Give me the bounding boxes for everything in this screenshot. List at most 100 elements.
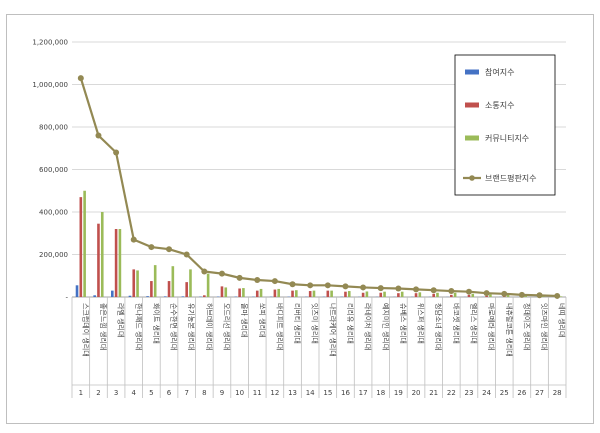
category-number: 2 [96, 389, 100, 397]
line-point [360, 284, 367, 291]
bar [330, 290, 333, 297]
line-point [289, 281, 296, 288]
legend-label: 커뮤니티지수 [485, 133, 529, 143]
bar [291, 290, 294, 297]
bar [361, 292, 365, 297]
bar [224, 287, 228, 297]
bar [163, 296, 167, 297]
legend-box [454, 54, 556, 196]
line-point [448, 288, 455, 295]
line-point [501, 290, 508, 297]
bar [128, 295, 132, 297]
x-tick-label: 올마 생리대 [240, 303, 249, 337]
category-number: 23 [465, 389, 474, 397]
legend-swatch-marker [469, 175, 475, 181]
category-number: 19 [394, 389, 403, 397]
legend-swatch [465, 69, 479, 75]
y-tick-label: 1,200,000 [32, 39, 68, 47]
bar [118, 229, 122, 297]
bar [453, 292, 457, 297]
series-line [79, 77, 558, 298]
category-number: 6 [167, 389, 172, 397]
category-number: 22 [447, 389, 456, 397]
bar [485, 295, 488, 297]
bar [75, 285, 79, 297]
line-point [183, 251, 190, 258]
bar [79, 197, 83, 297]
category-number: 18 [376, 389, 385, 397]
bar [277, 288, 280, 297]
category-number: 7 [184, 389, 188, 397]
line-point [342, 283, 349, 290]
line-point [483, 290, 490, 297]
line-point [554, 292, 561, 299]
bar [365, 291, 369, 297]
bar [132, 269, 136, 297]
bar [524, 295, 527, 297]
line-point [148, 244, 155, 251]
bar [418, 292, 422, 297]
x-tick-label: 청데이즈 생리대 [522, 303, 531, 350]
bar [467, 294, 471, 297]
bar [111, 290, 114, 297]
category-number: 5 [149, 389, 153, 397]
bar [220, 286, 224, 297]
bar [312, 290, 316, 297]
x-tick-label: 엘리스 생리대 [469, 303, 478, 344]
line-point [395, 285, 402, 292]
bar [181, 296, 185, 297]
y-tick-label: 200,000 [39, 251, 68, 259]
line-point [95, 132, 102, 139]
line-point [536, 292, 543, 299]
bar [347, 291, 351, 297]
bar [238, 288, 241, 297]
category-number: 10 [235, 389, 244, 397]
bar [471, 293, 475, 297]
y-tick-label: - [65, 294, 68, 302]
x-tick-label: 순수한면 생리대 [170, 303, 179, 350]
category-number: 1 [79, 389, 83, 397]
line-point [324, 282, 331, 289]
line-point [201, 268, 208, 275]
bar [506, 294, 510, 297]
x-tick-label: 바코셋 생리대 [452, 303, 461, 344]
category-number: 25 [500, 389, 509, 397]
line-point [271, 278, 278, 285]
y-tick-label: 800,000 [39, 124, 68, 132]
line-point [413, 286, 420, 293]
bar [414, 293, 418, 297]
bar [206, 273, 210, 297]
bar [255, 290, 259, 297]
x-tick-label: 마로메라 생리대 [487, 303, 496, 350]
bar [308, 291, 312, 297]
category-number: 13 [288, 389, 297, 397]
bar [100, 212, 104, 297]
x-tick-label: 잇츠미 생리대 [311, 303, 320, 344]
category-number: 24 [482, 389, 491, 397]
bar [559, 296, 563, 297]
bar [171, 266, 175, 297]
x-tick-label: 위스퍼 생리대 [417, 303, 426, 344]
x-tick-label: 스크럽데이 생리대 [81, 303, 90, 357]
category-number: 16 [341, 389, 350, 397]
category-number: 28 [553, 389, 562, 397]
category-number: 21 [429, 389, 438, 397]
bar [150, 281, 153, 297]
bar [146, 296, 149, 297]
category-number: 15 [323, 389, 332, 397]
bar [153, 265, 157, 297]
line-point [166, 246, 173, 253]
line-point [430, 287, 437, 294]
line-point [113, 149, 120, 156]
bar [379, 292, 383, 297]
x-tick-label: 잇즈마인 생리대 [540, 303, 549, 350]
x-tick-label: 쏘피 생리대 [258, 303, 267, 337]
category-number: 11 [253, 389, 262, 397]
legend-swatch [465, 102, 479, 108]
bar [326, 290, 330, 297]
category-number: 8 [202, 389, 206, 397]
legend-label: 참여지수 [485, 67, 514, 77]
x-tick-label: 리버티 생리대 [293, 303, 302, 344]
line-point [77, 75, 84, 82]
bar [136, 270, 139, 297]
